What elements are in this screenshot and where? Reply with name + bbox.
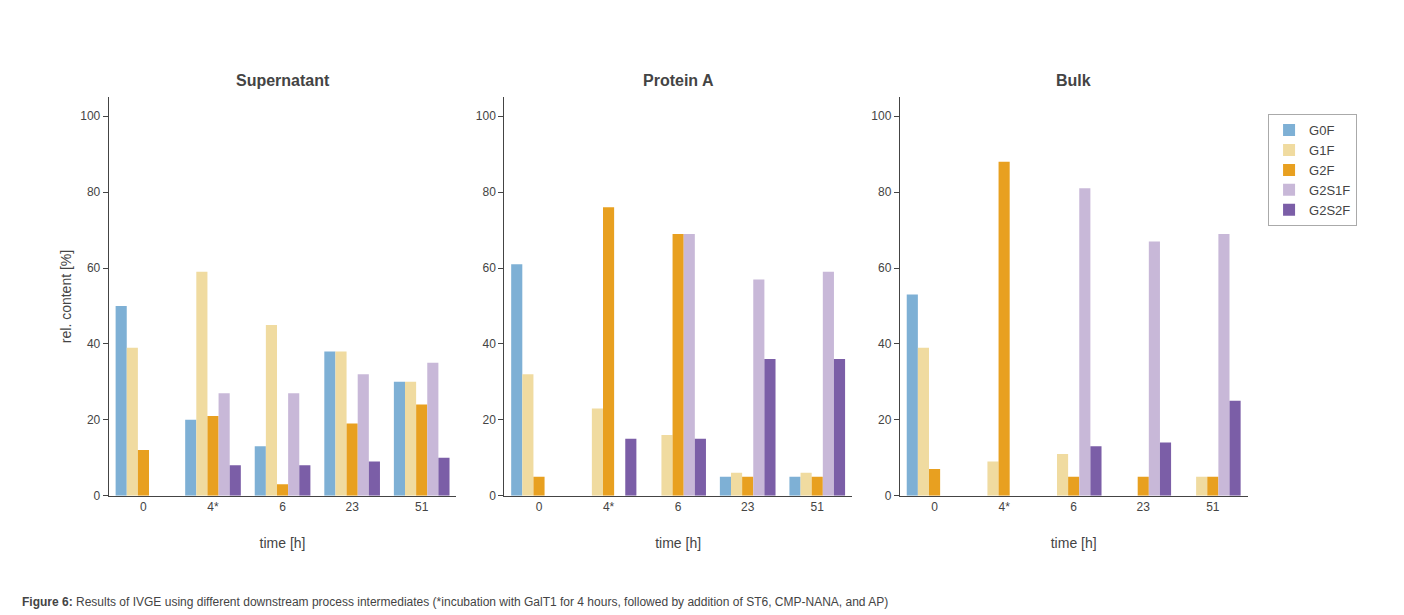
svg-text:51: 51 (415, 500, 429, 514)
svg-text:rel. content [%]: rel. content [%] (58, 250, 74, 343)
svg-text:20: 20 (878, 413, 892, 427)
svg-text:51: 51 (1206, 500, 1220, 514)
svg-text:60: 60 (878, 261, 892, 275)
svg-text:20: 20 (87, 413, 101, 427)
svg-text:time [h]: time [h] (1051, 535, 1097, 551)
svg-text:51: 51 (811, 500, 825, 514)
svg-text:40: 40 (87, 337, 101, 351)
svg-text:Bulk: Bulk (1056, 72, 1091, 89)
svg-text:60: 60 (482, 261, 496, 275)
svg-text:Supernatant: Supernatant (236, 72, 330, 89)
svg-text:0: 0 (140, 500, 147, 514)
svg-text:40: 40 (482, 337, 496, 351)
svg-text:0: 0 (931, 500, 938, 514)
svg-text:4*: 4* (603, 500, 615, 514)
svg-text:G0F: G0F (1309, 123, 1334, 138)
svg-text:23: 23 (345, 500, 359, 514)
svg-text:G2S1F: G2S1F (1309, 183, 1350, 198)
svg-text:100: 100 (476, 109, 496, 123)
svg-text:G1F: G1F (1309, 143, 1334, 158)
svg-text:6: 6 (1070, 500, 1077, 514)
svg-text:G2F: G2F (1309, 163, 1334, 178)
svg-text:20: 20 (482, 413, 496, 427)
svg-text:4*: 4* (998, 500, 1010, 514)
svg-text:Figure 6: Results of IVGE usin: Figure 6: Results of IVGE using differen… (22, 595, 888, 609)
svg-text:80: 80 (482, 185, 496, 199)
svg-text:time [h]: time [h] (655, 535, 701, 551)
svg-text:0: 0 (94, 489, 101, 503)
svg-text:23: 23 (1137, 500, 1151, 514)
svg-text:23: 23 (741, 500, 755, 514)
svg-text:100: 100 (80, 109, 100, 123)
svg-text:time [h]: time [h] (260, 535, 306, 551)
svg-text:4*: 4* (207, 500, 219, 514)
svg-text:80: 80 (878, 185, 892, 199)
svg-text:6: 6 (279, 500, 286, 514)
svg-text:60: 60 (87, 261, 101, 275)
svg-text:6: 6 (675, 500, 682, 514)
svg-text:0: 0 (536, 500, 543, 514)
svg-text:80: 80 (87, 185, 101, 199)
svg-text:0: 0 (885, 489, 892, 503)
svg-text:G2S2F: G2S2F (1309, 203, 1350, 218)
svg-text:40: 40 (878, 337, 892, 351)
svg-text:Protein A: Protein A (643, 72, 714, 89)
svg-text:100: 100 (871, 109, 891, 123)
svg-text:0: 0 (489, 489, 496, 503)
